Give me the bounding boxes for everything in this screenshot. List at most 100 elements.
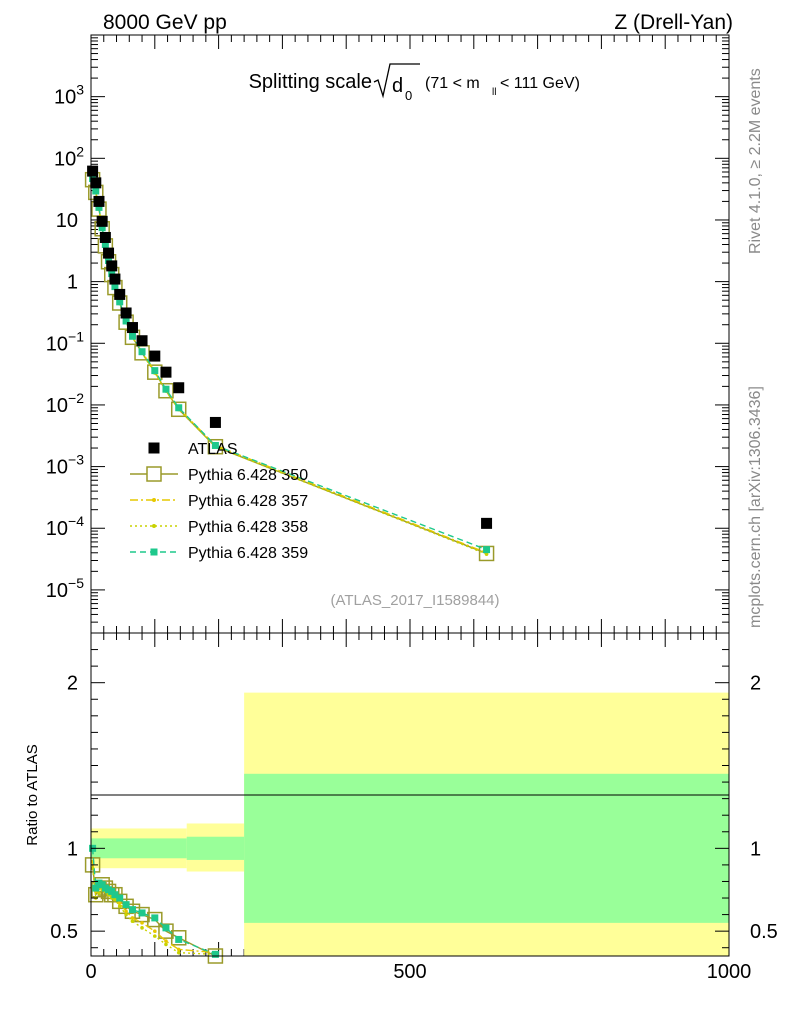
data-point: [111, 891, 119, 899]
data-point: [164, 939, 168, 943]
data-point: [484, 552, 489, 556]
data-point: [117, 904, 122, 909]
legend-label: Pythia 6.428 357: [188, 493, 308, 510]
y-tick-label: 10−3: [46, 452, 84, 479]
x-tick-label: 0: [85, 961, 96, 983]
data-point: [116, 298, 124, 306]
data-point: [87, 165, 99, 177]
header-left: 8000 GeV pp: [103, 11, 227, 34]
data-point: [147, 911, 163, 928]
legend-label: Pythia 6.428 350: [188, 467, 308, 484]
side-label-top: Rivet 4.1.0, ≥ 2.2M events: [747, 68, 764, 254]
uncertainty-band: [91, 838, 187, 859]
legend-marker: [150, 548, 158, 556]
data-point: [162, 385, 170, 393]
data-point: [136, 335, 148, 347]
data-point: [101, 241, 109, 249]
ratio-ticks: 0.5 0.5 1 1 2 2 0 500 1000: [50, 649, 778, 983]
ratio-y-tick-label: 0.5: [50, 921, 78, 943]
data-point: [176, 947, 181, 952]
y-tick-label: 10: [56, 210, 78, 232]
title-range: (71 < m: [425, 75, 480, 92]
data-point: [109, 273, 121, 285]
data-point: [130, 916, 135, 920]
ratio-y-tick-label-right: 0.5: [750, 921, 778, 943]
ratio-y-tick-label-right: 1: [750, 838, 761, 860]
data-point: [98, 224, 106, 232]
data-point: [114, 288, 126, 300]
legend-marker: [148, 442, 160, 454]
series-line: [91, 861, 216, 954]
data-point: [209, 416, 221, 428]
data-point: [149, 350, 161, 362]
main-title: Splitting scale d 0 (71 < m ll < 111 GeV…: [249, 63, 580, 103]
data-point: [151, 367, 159, 375]
data-point: [483, 546, 491, 554]
ratio-series: [84, 844, 224, 964]
data-point: [96, 215, 108, 227]
data-point: [90, 866, 95, 871]
data-point: [211, 441, 219, 449]
data-point: [122, 901, 130, 909]
data-point: [153, 934, 157, 938]
ratio-panel: 0.5 0.5 1 1 2 2 0 500 1000 Ratio to ATLAS: [24, 632, 778, 983]
data-point: [124, 912, 128, 917]
data-point: [95, 203, 103, 211]
ratio-y-tick-label-right: 2: [750, 673, 761, 695]
legend-label: ATLAS: [188, 441, 238, 458]
ratio-y-tick-label: 1: [67, 838, 78, 860]
data-point: [92, 884, 100, 892]
ratio-y-tick-label: 2: [67, 673, 78, 695]
data-point: [122, 317, 130, 325]
y-tick-label: 10−4: [46, 513, 84, 540]
legend-marker: [152, 524, 156, 528]
analysis-annotation: (ATLAS_2017_I1589844): [330, 592, 499, 609]
title-sqrt-subscript: 0: [405, 88, 412, 103]
data-point: [93, 195, 105, 207]
data-point: [128, 332, 136, 340]
data-point: [175, 404, 183, 412]
title-sqrt-symbol: d: [392, 75, 403, 97]
uncertainty-band: [186, 836, 245, 860]
data-point: [170, 930, 187, 946]
data-point: [126, 322, 138, 334]
data-point: [173, 382, 185, 394]
y-tick-label: 10−5: [46, 575, 84, 602]
data-point: [138, 348, 146, 356]
data-point: [140, 926, 144, 930]
series-line: [91, 848, 216, 955]
data-point: [90, 177, 102, 189]
data-point: [211, 950, 219, 958]
data-point: [124, 909, 128, 914]
y-tick-label: 103: [54, 82, 84, 109]
data-point: [140, 921, 144, 925]
y-tick-label: 10−1: [46, 328, 84, 355]
x-tick-label: 500: [393, 961, 426, 983]
data-point: [164, 942, 168, 947]
header-right: Z (Drell-Yan): [614, 11, 733, 34]
data-point: [106, 260, 118, 272]
data-point: [481, 517, 493, 529]
data-point: [153, 929, 157, 933]
y-tick-label: 10−2: [46, 390, 84, 417]
x-tick-label: 1000: [707, 961, 752, 983]
legend-marker: [146, 466, 162, 482]
main-series: [84, 165, 495, 562]
uncertainty-band: [244, 773, 729, 923]
y-tick-label: 102: [54, 143, 84, 170]
data-point: [138, 909, 146, 917]
ratio-frame: [90, 632, 730, 957]
data-point: [99, 231, 111, 243]
main-frame: [90, 34, 730, 634]
data-point: [111, 283, 119, 291]
title-range-end: < 111 GeV): [500, 75, 580, 92]
series-line: [91, 868, 216, 956]
data-point: [207, 438, 224, 455]
legend-label: Pythia 6.428 359: [188, 545, 308, 562]
data-point: [170, 401, 187, 418]
data-point: [84, 857, 101, 873]
data-point: [176, 950, 181, 955]
ratio-ylabel: Ratio to ATLAS: [24, 744, 41, 845]
